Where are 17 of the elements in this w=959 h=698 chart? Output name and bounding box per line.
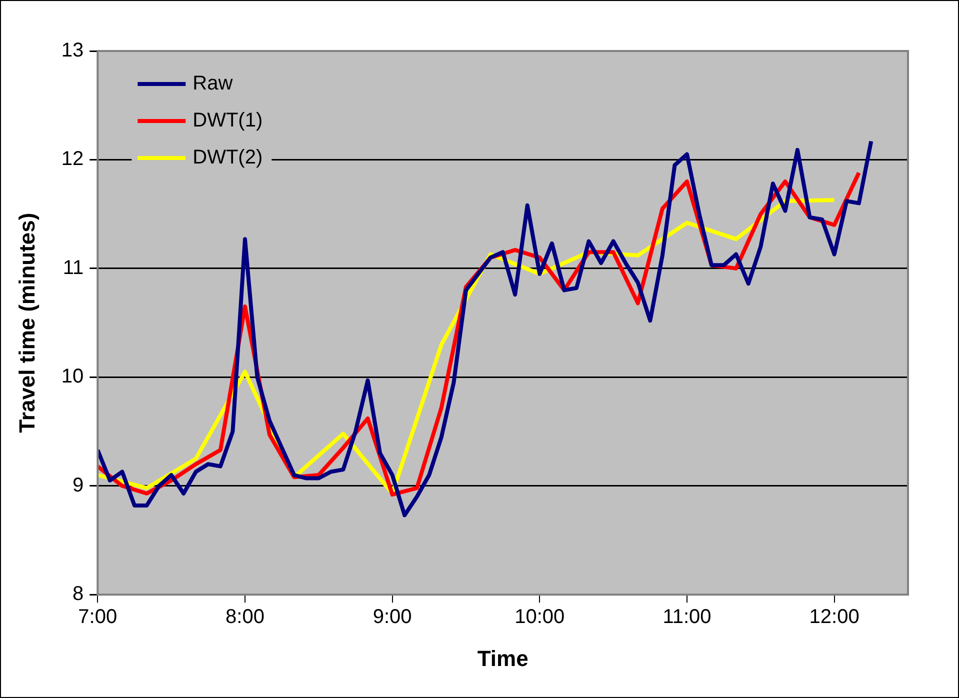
legend-label: DWT(2) [192,146,263,169]
x-tick-label: 10:00 [514,606,565,628]
y-tick-label: 11 [62,256,84,279]
y-tick-label: 8 [72,583,84,606]
x-axis-title: Time [477,646,528,671]
y-tick-label: 13 [61,40,84,62]
x-tick-label: 11:00 [662,606,712,628]
legend-label: DWT(1) [192,110,263,132]
y-axis-title: Travel time (minutes) [14,212,40,433]
x-tick-label: 8:00 [226,606,264,628]
x-tick-label: 12:00 [809,606,860,628]
y-tick-label: 9 [72,474,84,496]
y-tick-label: 10 [61,366,84,388]
x-tick-label: 9:00 [372,606,412,628]
y-tick-label: 12 [61,148,84,170]
legend-label: Raw [192,72,234,95]
x-tick-label: 7:00 [78,606,118,628]
